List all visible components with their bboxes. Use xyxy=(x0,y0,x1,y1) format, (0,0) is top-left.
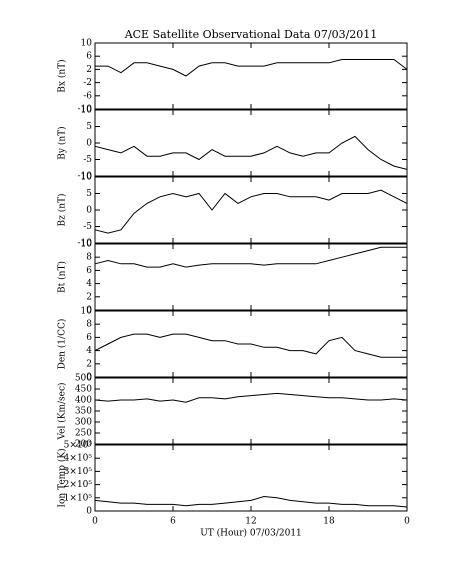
y-axis-label: Den (1/CC) xyxy=(57,319,68,370)
y-tick-label: 10 xyxy=(81,39,93,49)
y-tick-label: 8 xyxy=(86,320,92,330)
y-tick-label: 4 xyxy=(86,279,92,289)
y-tick-label: 8 xyxy=(86,253,92,263)
plot-frame xyxy=(94,243,408,311)
y-tick-label: -10 xyxy=(78,105,93,115)
plot-frame xyxy=(94,109,408,177)
data-line xyxy=(95,59,408,77)
y-tick-label: 1×10⁵ xyxy=(64,493,93,503)
y-tick-label: 0 xyxy=(86,206,92,216)
x-tick-label: 0 xyxy=(404,517,410,527)
data-line xyxy=(94,246,407,268)
y-tick-label: 6 xyxy=(86,333,92,343)
y-tick-label: 10 xyxy=(81,106,93,116)
x-tick-label: 18 xyxy=(323,517,335,527)
y-tick-label: 10 xyxy=(81,173,93,183)
y-tick-label: -5 xyxy=(83,222,92,232)
y-tick-label: 2×10⁵ xyxy=(64,480,93,490)
y-tick-label: 500 xyxy=(75,374,92,384)
y-axis-label: Ion Temp (K) xyxy=(57,448,68,507)
y-tick-label: 450 xyxy=(75,385,92,395)
y-tick-label: 3×10⁵ xyxy=(64,467,93,477)
plot-frame xyxy=(94,42,408,110)
y-tick-label: 6 xyxy=(86,52,92,62)
plot-frame xyxy=(94,377,408,445)
y-axis-label: Bt (nT) xyxy=(57,261,68,293)
y-tick-label: 4×10⁵ xyxy=(64,454,93,464)
y-tick-label: 350 xyxy=(75,407,92,417)
y-tick-label: -10 xyxy=(78,239,93,249)
y-tick-label: 2 xyxy=(86,65,92,75)
y-tick-label: 5×10⁵ xyxy=(64,441,93,451)
y-tick-label: 4 xyxy=(86,346,92,356)
y-axis-label: Bx (nT) xyxy=(57,59,68,92)
y-tick-label: 5 xyxy=(86,189,92,199)
y-tick-label: 5 xyxy=(86,122,92,132)
plot-frame xyxy=(94,444,408,512)
data-line xyxy=(94,392,408,403)
y-tick-label: 0 xyxy=(86,306,92,316)
chart-title: ACE Satellite Observational Data 07/03/2… xyxy=(124,28,378,41)
x-tick-label: 12 xyxy=(245,517,256,527)
y-tick-label: -2 xyxy=(83,78,92,88)
data-line xyxy=(94,189,408,234)
x-tick-label: 6 xyxy=(170,517,176,527)
data-line xyxy=(94,495,408,508)
y-tick-label: -10 xyxy=(78,172,93,182)
y-axis-label: Vel (Km/sec) xyxy=(57,382,68,440)
data-line xyxy=(94,135,408,170)
y-tick-label: 0 xyxy=(86,373,92,383)
y-tick-label: 10 xyxy=(81,307,93,317)
y-tick-label: 250 xyxy=(75,429,92,439)
y-tick-label: 300 xyxy=(75,418,92,428)
x-tick-label: 0 xyxy=(92,517,98,527)
y-tick-label: -6 xyxy=(83,91,92,101)
y-tick-label: 400 xyxy=(75,396,92,406)
y-tick-label: 2 xyxy=(86,292,92,302)
x-axis-label: UT (Hour) 07/03/2011 xyxy=(200,528,302,539)
y-tick-label: 0 xyxy=(86,507,92,517)
y-tick-label: 200 xyxy=(75,440,92,450)
y-tick-label: 6 xyxy=(86,266,92,276)
y-tick-label: 0 xyxy=(86,139,92,149)
y-tick-label: 10 xyxy=(81,240,93,250)
y-axis-label: Bz (nT) xyxy=(57,193,68,226)
data-line xyxy=(94,333,407,358)
y-axis-label: By (nT) xyxy=(57,126,68,159)
y-tick-label: 2 xyxy=(86,359,92,369)
plot-frame xyxy=(94,176,408,244)
y-tick-label: -5 xyxy=(83,155,92,165)
